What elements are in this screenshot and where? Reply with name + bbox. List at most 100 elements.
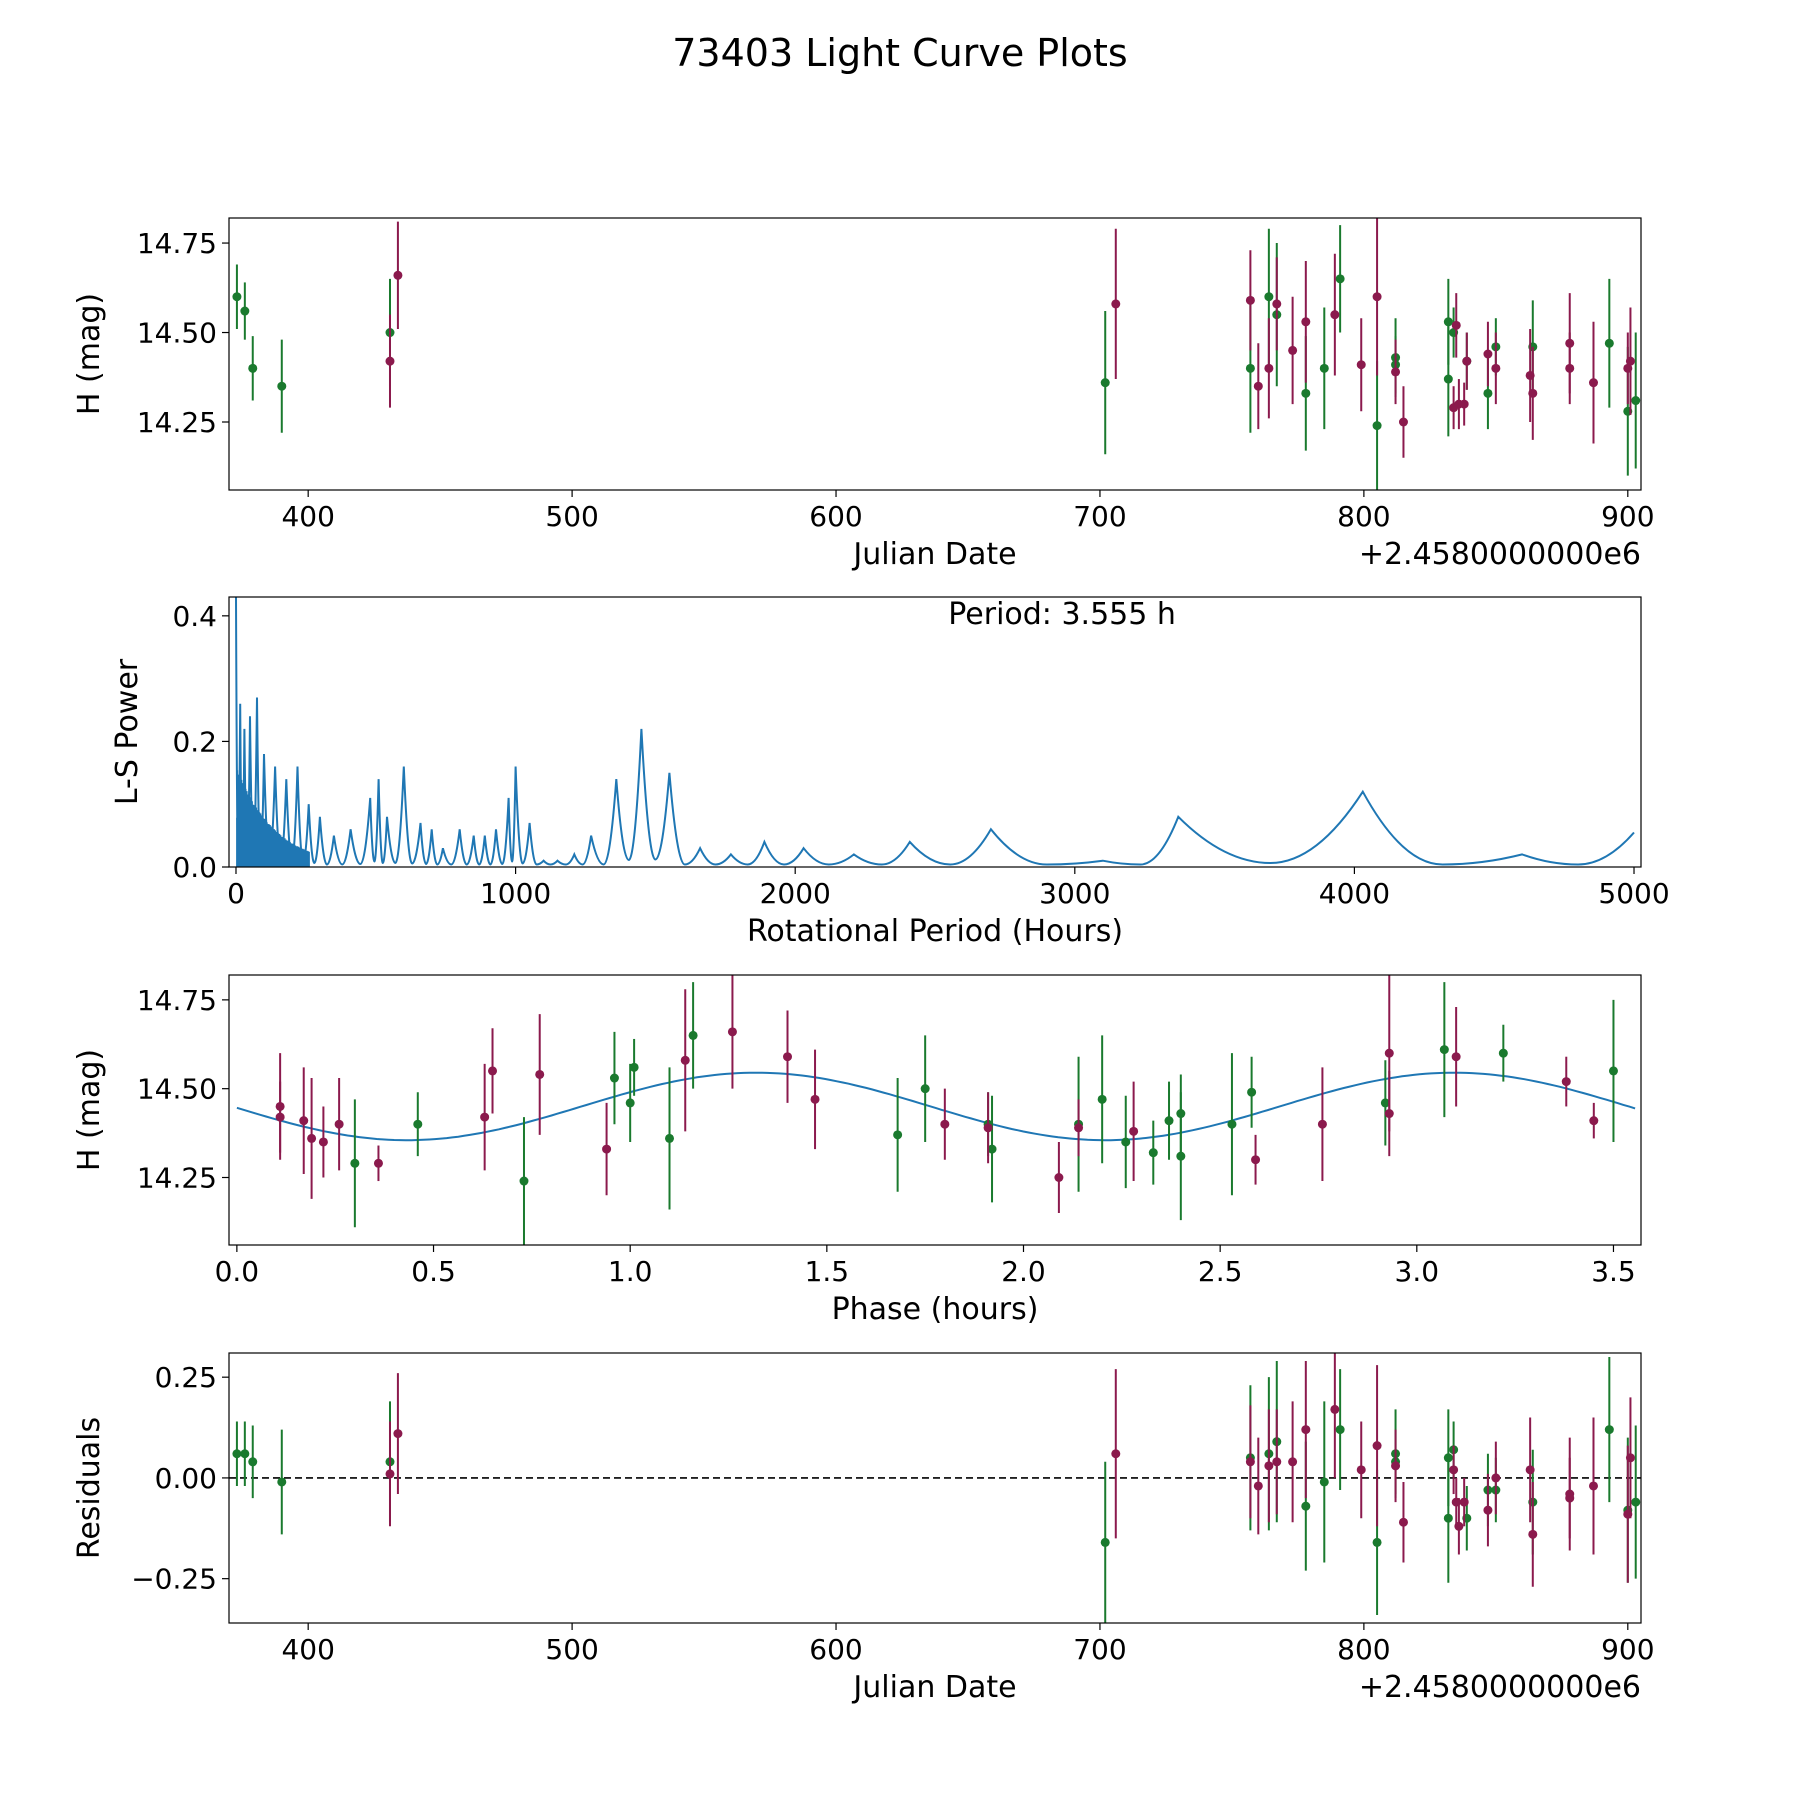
- data-point: [1372, 292, 1382, 302]
- data-point: [1459, 1497, 1469, 1507]
- plot-area: [236, 975, 1636, 1245]
- data-point: [1100, 378, 1110, 388]
- panel-periodogram: 0 1000 2000 3000 4000 5000 0.0 0.2 0.4 Rotational…: [110, 596, 1670, 949]
- data-point: [1398, 417, 1408, 427]
- data-point: [1483, 388, 1493, 398]
- data-point: [1443, 374, 1453, 384]
- data-point: [1528, 388, 1538, 398]
- data-point: [1317, 1119, 1327, 1129]
- data-point: [940, 1119, 950, 1129]
- series-magenta: [385, 218, 1635, 458]
- x-tick-label: 900: [1601, 500, 1654, 533]
- data-point: [299, 1116, 309, 1126]
- axes-frame: [228, 1352, 1642, 1624]
- period-annotation: Period: 3.555 h: [948, 597, 1176, 632]
- data-point: [1459, 399, 1469, 409]
- y-tick-label: 14.50: [137, 317, 217, 350]
- data-point: [307, 1133, 317, 1143]
- y-axis-label: H (mag): [72, 293, 107, 415]
- data-point: [385, 356, 395, 366]
- x-axis-label: Julian Date: [851, 537, 1016, 572]
- periodogram-forest: [236, 770, 310, 867]
- data-point: [1100, 1537, 1110, 1547]
- data-point: [1391, 1461, 1401, 1471]
- x-tick-label: 600: [809, 1633, 862, 1666]
- data-point: [1227, 1119, 1237, 1129]
- data-point: [1604, 338, 1614, 348]
- series-green: [232, 1357, 1641, 1623]
- data-point: [1054, 1173, 1064, 1182]
- data-point: [1631, 1497, 1641, 1507]
- x-tick-label: 5000: [1598, 877, 1669, 910]
- data-point: [393, 270, 403, 280]
- data-point: [350, 1158, 360, 1168]
- data-point: [1451, 320, 1461, 330]
- x-tick-label: 2.5: [1198, 1255, 1243, 1288]
- panel-lightcurve: 400 500 600 700 800 900 14.25 14.50 14.75 Julian …: [72, 217, 1655, 572]
- x-axis-label: Phase (hours): [832, 1292, 1039, 1327]
- figure-title: 73403 Light Curve Plots: [672, 31, 1127, 75]
- data-point: [1372, 1441, 1382, 1451]
- data-point: [1449, 1465, 1459, 1475]
- data-point: [1330, 310, 1340, 320]
- data-point: [1301, 1501, 1311, 1511]
- data-point: [1272, 299, 1282, 309]
- series-green: [232, 225, 1641, 490]
- y-tick-label: 0.0: [172, 851, 217, 884]
- x-tick-label: 700: [1073, 1633, 1126, 1666]
- x-offset-text: +2.4580000000e6: [1359, 537, 1641, 572]
- data-point: [1121, 1137, 1131, 1147]
- x-tick-label: 3000: [1039, 877, 1110, 910]
- data-point: [629, 1062, 639, 1072]
- data-point: [1176, 1151, 1186, 1161]
- data-point: [1356, 1465, 1366, 1475]
- data-point: [1335, 1425, 1345, 1435]
- data-point: [1074, 1123, 1084, 1133]
- data-point: [1111, 299, 1121, 309]
- data-point: [1148, 1148, 1158, 1158]
- data-point: [1264, 363, 1274, 373]
- y-axis-label: Residuals: [72, 1417, 107, 1559]
- data-point: [1319, 363, 1329, 373]
- data-point: [1372, 421, 1382, 431]
- panel-residuals: 400 500 600 700 800 900 −0.25 0.00 0.25 Julian Da…: [72, 1352, 1655, 1705]
- x-tick-label: 1.0: [608, 1255, 653, 1288]
- x-tick-label: 2000: [760, 877, 831, 910]
- data-point: [1288, 1457, 1298, 1467]
- data-point: [1372, 1537, 1382, 1547]
- data-point: [1625, 356, 1635, 366]
- data-point: [1391, 367, 1401, 377]
- data-point: [1462, 356, 1472, 366]
- data-point: [893, 1130, 903, 1140]
- y-tick-label: 14.75: [137, 984, 217, 1017]
- data-point: [1288, 345, 1298, 355]
- data-point: [1247, 1087, 1257, 1097]
- y-axis-label: L-S Power: [110, 658, 145, 805]
- x-offset-text: +2.4580000000e6: [1359, 1670, 1641, 1705]
- data-point: [983, 1123, 993, 1133]
- periodogram-line: [235, 597, 1635, 866]
- data-point: [1588, 378, 1598, 388]
- data-point: [1528, 1529, 1538, 1539]
- data-point: [1483, 1505, 1493, 1515]
- data-point: [625, 1098, 635, 1108]
- x-tick-label: 600: [809, 500, 862, 533]
- data-point: [318, 1137, 328, 1147]
- data-point: [1253, 1481, 1263, 1491]
- series-green: [350, 982, 1618, 1245]
- y-tick-label: 14.25: [137, 406, 217, 439]
- x-tick-label: 800: [1337, 1633, 1390, 1666]
- x-tick-label: 400: [281, 1633, 334, 1666]
- data-point: [240, 1449, 250, 1459]
- data-point: [602, 1144, 612, 1154]
- data-point: [480, 1112, 490, 1122]
- data-point: [680, 1055, 690, 1065]
- data-point: [1319, 1477, 1329, 1487]
- data-point: [1301, 317, 1311, 327]
- axes-frame: [228, 217, 1642, 491]
- data-point: [413, 1119, 423, 1129]
- y-tick-label: 14.25: [137, 1162, 217, 1195]
- plot-area: [235, 597, 1635, 867]
- y-tick-label: 0.25: [155, 1361, 217, 1394]
- x-axis-label: Julian Date: [851, 1670, 1016, 1705]
